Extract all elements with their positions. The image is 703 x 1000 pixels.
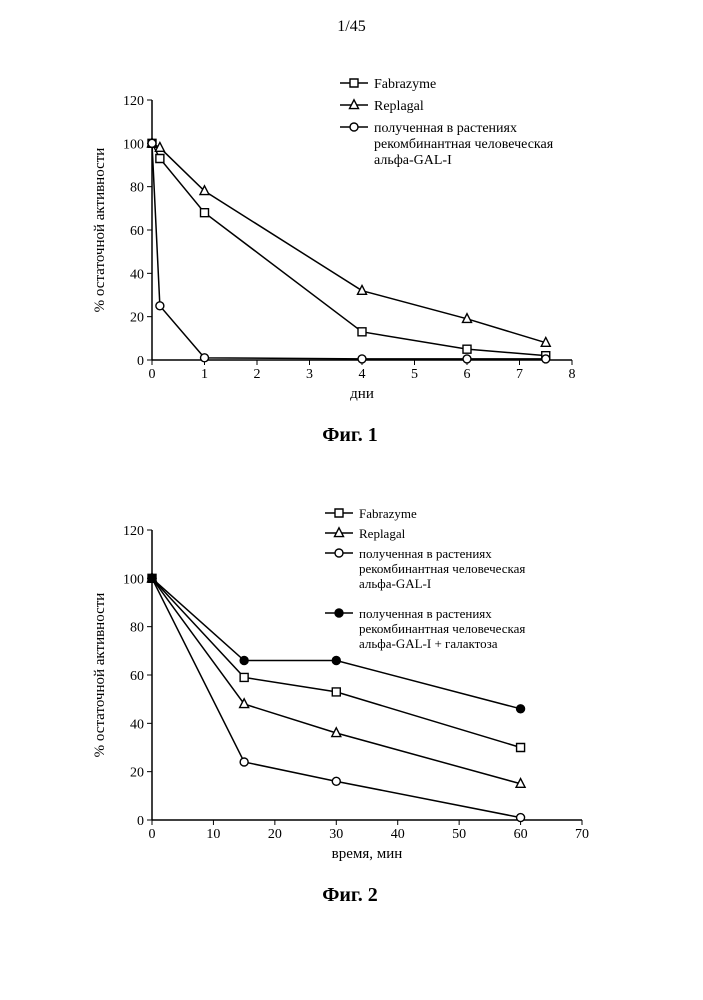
series-marker-fabrazyme [156,155,164,163]
legend-label-plant-gal: альфа-GAL-I [359,576,431,591]
y-tick-label: 60 [130,224,144,239]
x-tick-label: 60 [514,827,528,842]
legend-label-plant-gal-galactose: рекомбинантная человеческая [359,621,525,636]
legend-label-plant-gal: полученная в растениях [359,546,492,561]
x-tick-label: 70 [575,827,589,842]
series-marker-plant-gal [332,777,340,785]
series-line-plant-gal [152,143,546,359]
y-tick-label: 40 [130,267,144,282]
figure-2-caption: Фиг. 2 [80,884,620,907]
x-tick-label: 4 [359,367,366,382]
y-axis-label: % остаточной активности [92,593,108,758]
x-tick-label: 0 [149,367,156,382]
x-tick-label: 20 [268,827,282,842]
legend-label-fabrazyme: Fabrazyme [359,506,417,521]
legend-label-replagal: Replagal [359,526,406,541]
series-marker-plant-gal [240,758,248,766]
y-tick-label: 120 [123,94,144,109]
series-marker-fabrazyme [201,209,209,217]
series-marker-plant-gal [358,355,366,363]
figure-1: 0 20 40 60 80 100 120 0 1 2 3 4 5 6 7 8 дни % остаточной … [80,70,620,447]
legend-marker-plant-gal [350,123,358,131]
series-marker-fabrazyme [358,328,366,336]
series-marker-fabrazyme [332,688,340,696]
x-tick-label: 6 [464,367,471,382]
x-tick-label: 2 [254,367,261,382]
y-tick-label: 120 [123,524,144,539]
legend-label-plant-gal: полученная в растениях [374,121,517,136]
legend-marker-fabrazyme [350,79,358,87]
figure-1-caption: Фиг. 1 [80,424,620,447]
legend-label-fabrazyme: Fabrazyme [374,77,436,92]
x-tick-label: 0 [149,827,156,842]
y-tick-label: 100 [123,137,144,152]
x-tick-label: 30 [329,827,343,842]
legend-marker-fabrazyme [335,509,343,517]
series-marker-plant-gal [148,139,156,147]
legend-marker-replagal [335,528,344,537]
series-marker-plant-gal-galactose [148,574,156,582]
x-axis-label: время, мин [332,846,403,862]
legend-label-plant-gal: рекомбинантная человеческая [374,137,554,152]
series-marker-fabrazyme [463,345,471,353]
series-marker-plant-gal-galactose [332,656,340,664]
page-number: 1/45 [0,18,703,36]
figure-2: 0 20 40 60 80 100 120 0 10 20 30 40 50 60 70 время, мин… [80,500,620,907]
y-tick-label: 80 [130,181,144,196]
x-tick-label: 8 [569,367,576,382]
series-marker-fabrazyme [517,744,525,752]
legend-label-plant-gal: рекомбинантная человеческая [359,561,525,576]
series-marker-plant-gal [201,354,209,362]
series-marker-plant-gal [463,355,471,363]
series-line-replagal [152,143,546,342]
x-tick-label: 50 [452,827,466,842]
legend-label-plant-gal: альфа-GAL-I [374,153,452,168]
x-tick-label: 5 [411,367,418,382]
y-tick-label: 0 [137,354,144,369]
legend-label-replagal: Replagal [374,99,424,114]
x-tick-label: 40 [391,827,405,842]
series-marker-plant-gal [156,302,164,310]
y-tick-label: 40 [130,717,144,732]
chart-2-svg: 0 20 40 60 80 100 120 0 10 20 30 40 50 60 70 время, мин… [80,500,620,880]
y-tick-label: 80 [130,621,144,636]
legend-marker-plant-gal-galactose [335,609,343,617]
series-marker-plant-gal [517,814,525,822]
legend-label-plant-gal-galactose: полученная в растениях [359,606,492,621]
x-tick-label: 10 [206,827,220,842]
y-axis-label: % остаточной активности [92,148,108,313]
y-tick-label: 100 [123,572,144,587]
chart-1-svg: 0 20 40 60 80 100 120 0 1 2 3 4 5 6 7 8 дни % остаточной … [80,70,620,420]
series-line-fabrazyme [152,143,546,355]
series-marker-plant-gal-galactose [517,705,525,713]
series-marker-plant-gal-galactose [240,657,248,665]
legend-marker-replagal [350,100,359,109]
series-marker-fabrazyme [240,673,248,681]
y-tick-label: 0 [137,814,144,829]
x-tick-label: 7 [516,367,523,382]
x-tick-label: 1 [201,367,208,382]
y-tick-label: 20 [130,311,144,326]
x-tick-label: 3 [306,367,313,382]
legend-marker-plant-gal [335,549,343,557]
legend-label-plant-gal-galactose: альфа-GAL-I + галактоза [359,636,498,651]
series-marker-replagal [358,285,367,294]
series-marker-plant-gal [542,355,550,363]
y-tick-label: 60 [130,669,144,684]
x-axis-label: дни [350,386,374,402]
y-tick-label: 20 [130,766,144,781]
